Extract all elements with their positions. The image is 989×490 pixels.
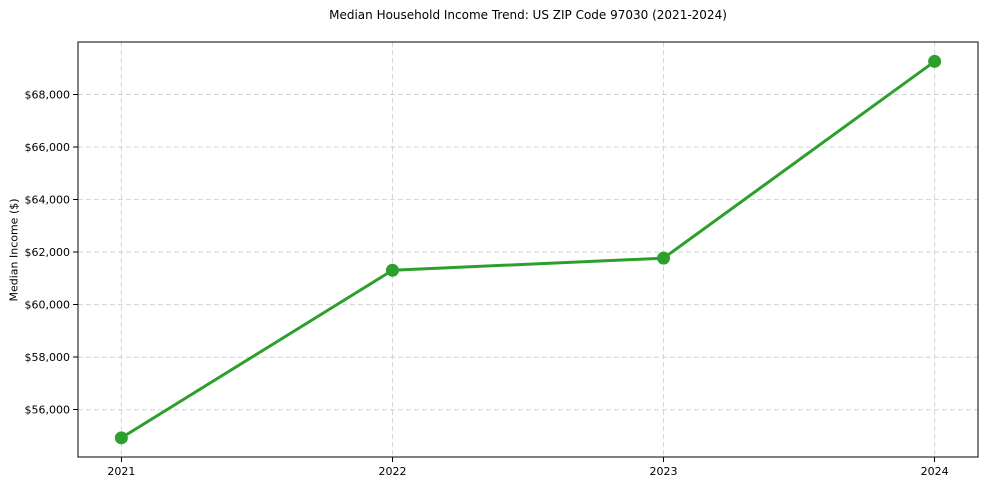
data-point (657, 251, 671, 265)
data-point (385, 263, 399, 277)
x-tick-label: 2023 (650, 465, 678, 478)
chart-title: Median Household Income Trend: US ZIP Co… (329, 8, 727, 22)
x-tick-label: 2022 (378, 465, 406, 478)
y-tick-label: $58,000 (25, 351, 71, 364)
x-tick-label: 2024 (921, 465, 949, 478)
y-tick-label: $64,000 (25, 194, 71, 207)
x-tick-label: 2021 (107, 465, 135, 478)
y-tick-label: $60,000 (25, 299, 71, 312)
y-tick-label: $62,000 (25, 246, 71, 259)
data-point (114, 431, 128, 445)
plot-border (77, 41, 979, 458)
y-tick-label: $68,000 (25, 89, 71, 102)
data-point (928, 54, 942, 68)
data-line (119, 59, 937, 440)
y-tick-label: $56,000 (25, 404, 71, 417)
y-tick-label: $66,000 (25, 141, 71, 154)
